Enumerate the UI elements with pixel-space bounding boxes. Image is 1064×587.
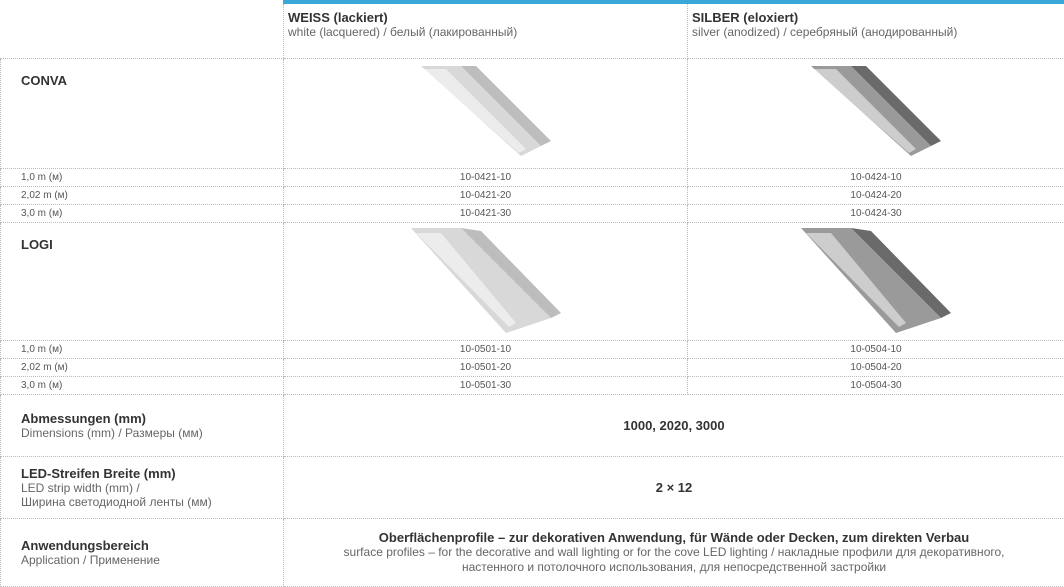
product-image (791, 223, 961, 335)
article-code: 10-0504-30 (688, 377, 1064, 395)
spec-value-cell: 1000, 2020, 3000 (284, 395, 1064, 457)
article-code: 10-0504-20 (688, 359, 1064, 377)
length-label: 2,02 m (м) (1, 359, 284, 377)
spec-value: 2 × 12 (284, 480, 1064, 495)
spec-label: Abmessungen (mm) (21, 411, 283, 426)
article-code: 10-0504-10 (688, 341, 1064, 359)
column-subtitle: white (lacquered) / белый (лакированный) (288, 25, 687, 39)
image-cell (688, 59, 1064, 169)
spec-sublabel: Application / Применение (21, 553, 283, 567)
image-cell (284, 59, 688, 169)
article-code: 10-0501-30 (284, 377, 688, 395)
spec-sublabel: LED strip width (mm) / (21, 481, 283, 495)
product-name: LOGI (21, 223, 283, 252)
length-label: 3,0 m (м) (1, 205, 284, 223)
product-image (401, 61, 571, 161)
article-code: 10-0424-30 (688, 205, 1064, 223)
spec-value: 1000, 2020, 3000 (284, 418, 1064, 433)
spec-value: Oberflächenprofile – zur dekorativen Anw… (284, 530, 1064, 545)
column-title: SILBER (eloxiert) (692, 10, 1064, 25)
header-row: WEISS (lackiert)white (lacquered) / белы… (1, 2, 1064, 59)
image-cell (688, 223, 1064, 341)
product-row: CONVA (1, 59, 1064, 169)
product-image (791, 61, 961, 161)
product-cell: LOGI (1, 223, 284, 341)
image-cell (284, 223, 688, 341)
article-code: 10-0421-20 (284, 187, 688, 205)
article-code: 10-0421-30 (284, 205, 688, 223)
header-cell: SILBER (eloxiert)silver (anodized) / сер… (688, 2, 1064, 59)
spec-row: LED-Streifen Breite (mm)LED strip width … (1, 457, 1064, 519)
spec-label: Anwendungsbereich (21, 538, 283, 553)
product-name: CONVA (21, 59, 283, 88)
article-code: 10-0501-10 (284, 341, 688, 359)
spec-sublabel: Dimensions (mm) / Размеры (мм) (21, 426, 283, 440)
product-cell: CONVA (1, 59, 284, 169)
length-label: 1,0 m (м) (1, 169, 284, 187)
spec-value-sub: surface profiles – for the decorative an… (284, 545, 1064, 575)
spec-label-cell: Abmessungen (mm)Dimensions (mm) / Размер… (1, 395, 284, 457)
length-label: 3,0 m (м) (1, 377, 284, 395)
article-code: 10-0424-10 (688, 169, 1064, 187)
length-label: 1,0 m (м) (1, 341, 284, 359)
column-title: WEISS (lackiert) (288, 10, 687, 25)
product-image (401, 223, 571, 335)
spec-value-cell: 2 × 12 (284, 457, 1064, 519)
length-label: 2,02 m (м) (1, 187, 284, 205)
spec-value-cell: Oberflächenprofile – zur dekorativen Anw… (284, 519, 1064, 587)
column-subtitle: silver (anodized) / серебряный (анодиров… (692, 25, 1064, 39)
spec-label-cell: LED-Streifen Breite (mm)LED strip width … (1, 457, 284, 519)
article-code: 10-0424-20 (688, 187, 1064, 205)
article-code: 10-0421-10 (284, 169, 688, 187)
empty-cell (1, 2, 284, 59)
article-code: 10-0501-20 (284, 359, 688, 377)
product-row: LOGI (1, 223, 1064, 341)
spec-label: LED-Streifen Breite (mm) (21, 466, 283, 481)
spec-row: Abmessungen (mm)Dimensions (mm) / Размер… (1, 395, 1064, 457)
spec-sublabel: Ширина светодиодной ленты (мм) (21, 495, 283, 509)
header-cell: WEISS (lackiert)white (lacquered) / белы… (284, 2, 688, 59)
